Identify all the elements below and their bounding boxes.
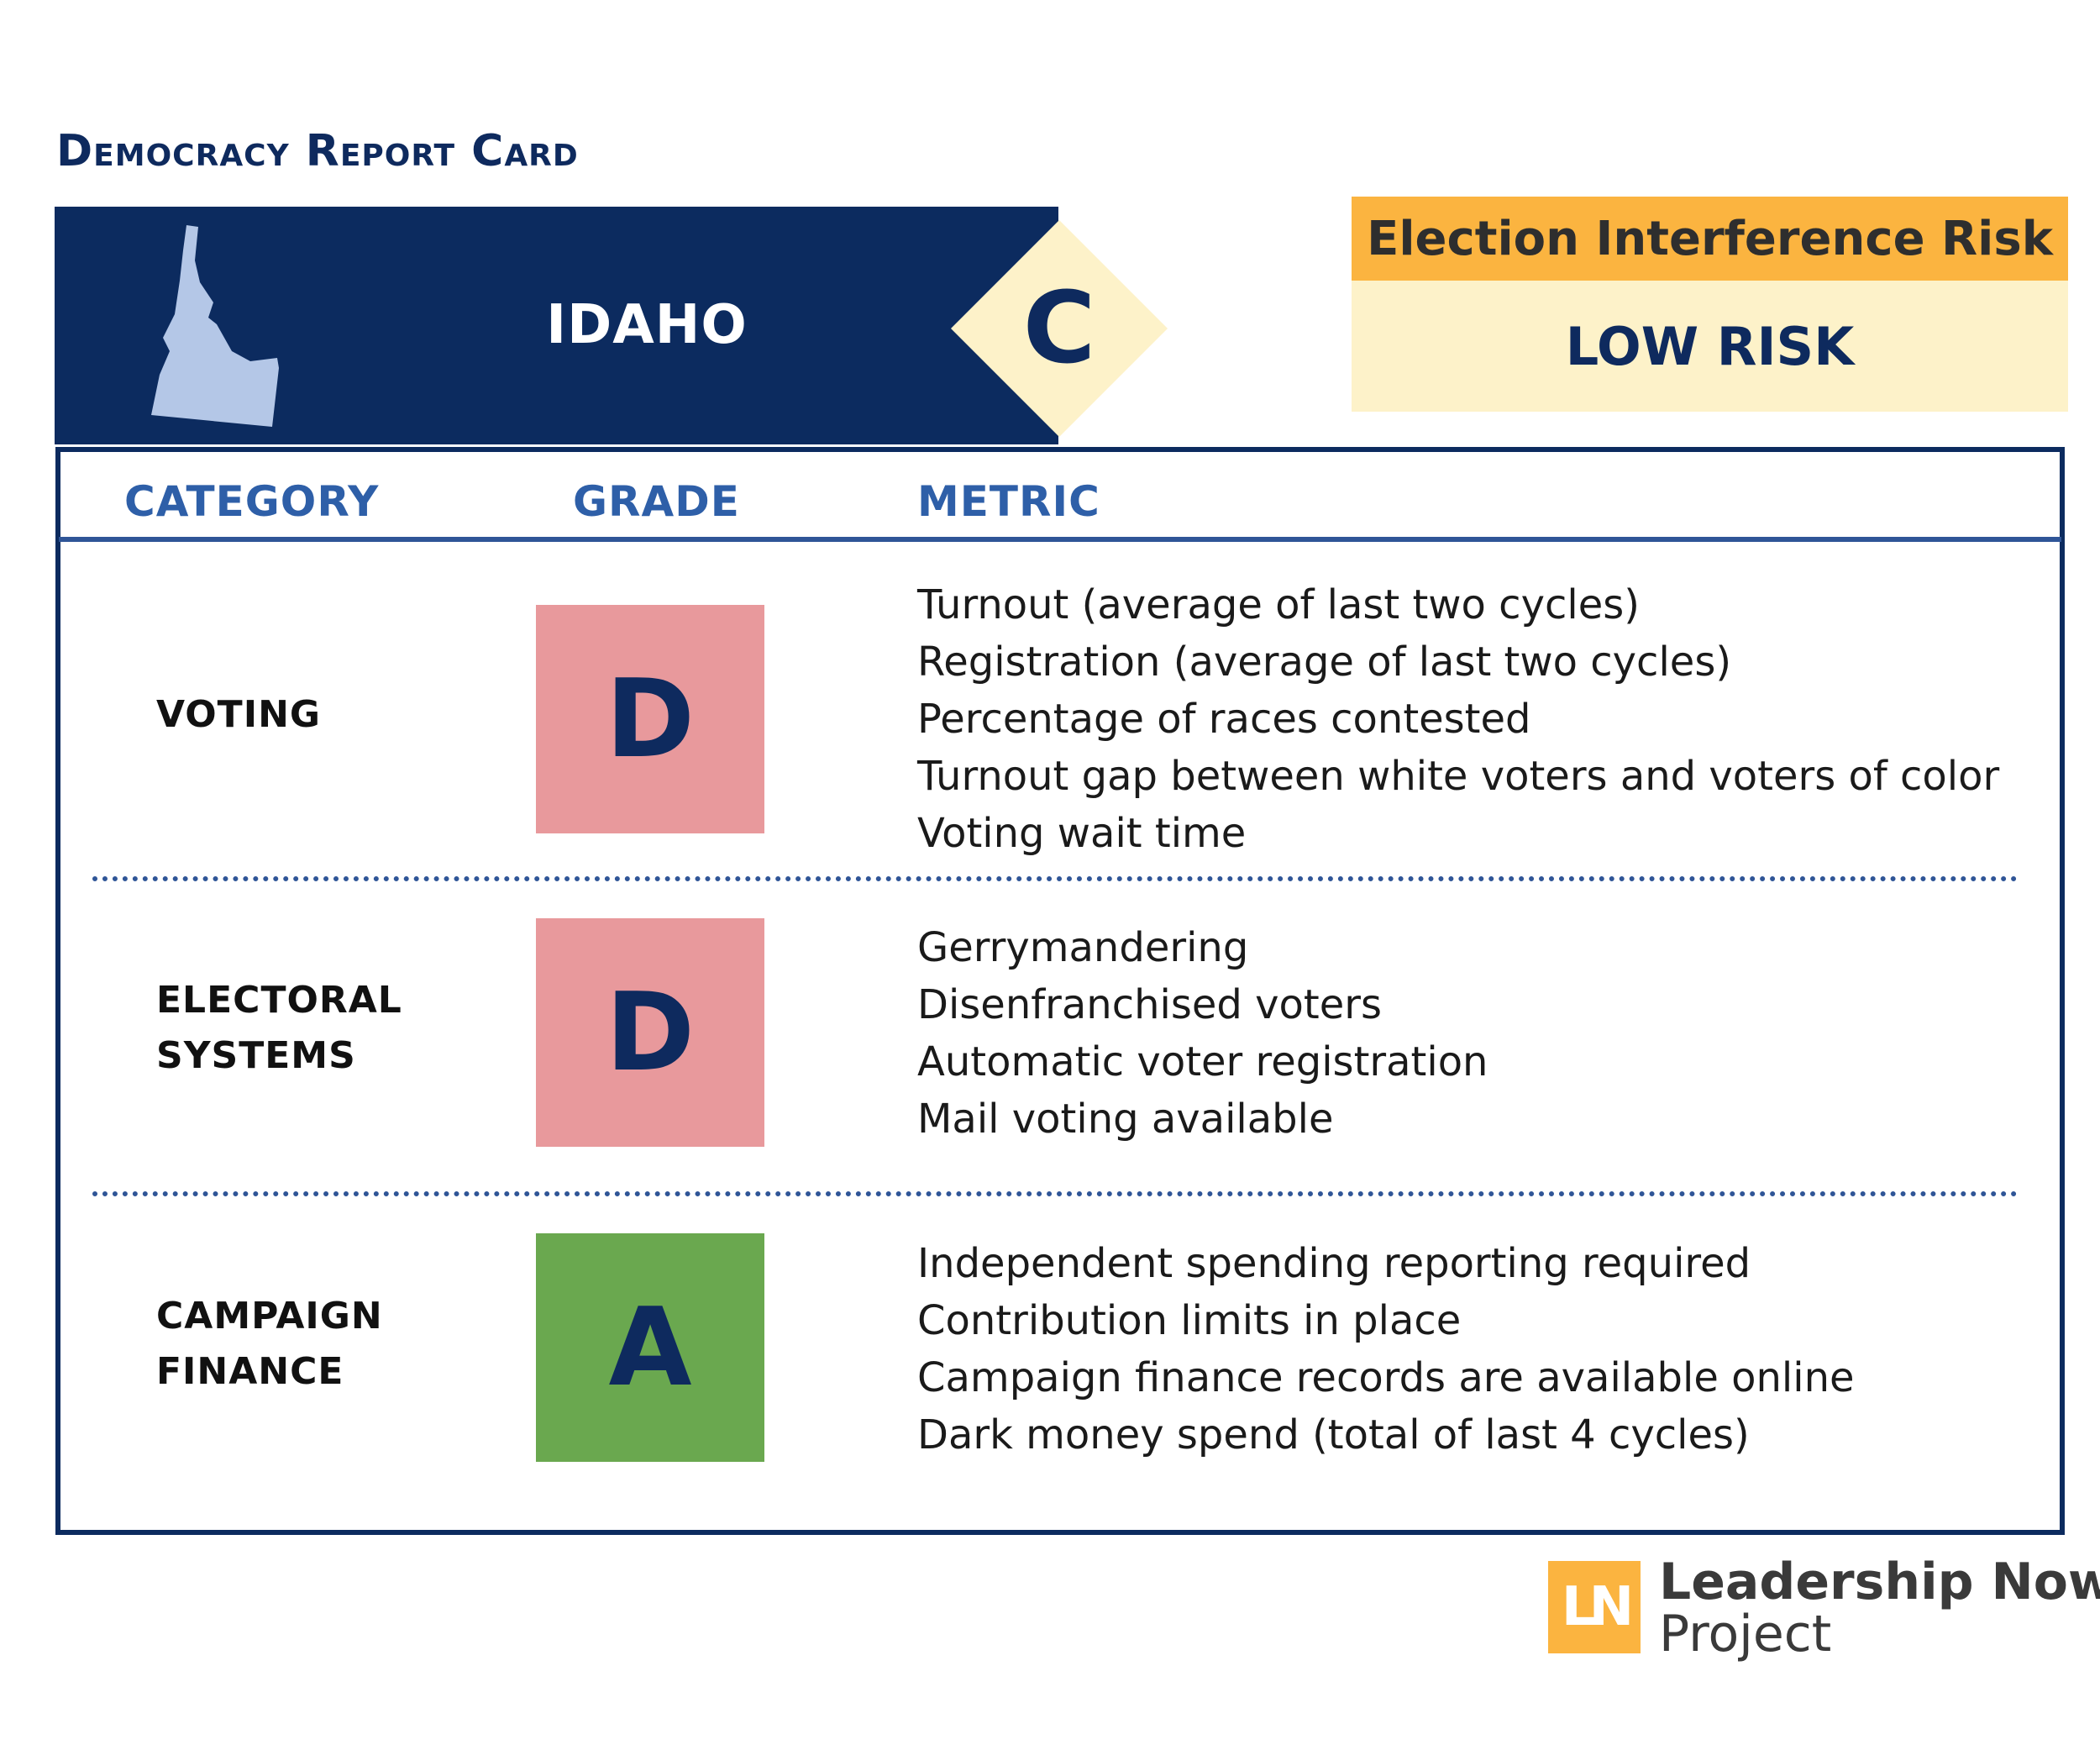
metric-item: Gerrymandering (917, 924, 1249, 971)
metric-item: Contribution limits in place (917, 1297, 1462, 1344)
category-label-line: VOTING (156, 693, 322, 736)
idaho-state-icon (151, 225, 279, 427)
report-table (55, 447, 2065, 1535)
column-header-grade: GRADE (573, 477, 740, 526)
metric-item: Percentage of races contested (917, 696, 1531, 743)
grade-box-campaign-finance: A (536, 1233, 764, 1462)
metric-item: Independent spending reporting required (917, 1240, 1751, 1287)
metric-item: Turnout gap between white voters and vot… (917, 753, 2000, 800)
column-header-metric: METRIC (917, 477, 1100, 526)
state-name: IDAHO (546, 294, 748, 356)
grade-letter: A (608, 1285, 692, 1411)
page-title: Democracy Report Card (56, 126, 579, 176)
metric-item: Automatic voter registration (917, 1038, 1488, 1085)
metric-item: Turnout (average of last two cycles) (917, 581, 1640, 628)
overall-grade: C (1022, 270, 1096, 386)
category-label-line: FINANCE (156, 1350, 344, 1393)
row-divider (92, 1191, 2018, 1196)
column-header-category: CATEGORY (124, 477, 380, 526)
category-voting: VOTING (156, 687, 321, 743)
category-label-line: SYSTEMS (156, 1034, 356, 1077)
row-divider (92, 876, 2018, 881)
metrics-list-campaign-finance: Independent spending reporting required … (917, 1235, 1855, 1464)
metrics-list-voting: Turnout (average of last two cycles) Reg… (917, 576, 1999, 862)
metric-item: Registration (average of last two cycles… (917, 639, 1732, 686)
category-campaign-finance: CAMPAIGN FINANCE (156, 1289, 383, 1400)
grade-letter: D (605, 656, 696, 782)
logo-text-line2: Project (1659, 1605, 1832, 1663)
metric-item: Campaign finance records are available o… (917, 1354, 1855, 1401)
logo-mark: LN (1548, 1561, 1641, 1653)
grade-box-voting: D (536, 605, 764, 833)
metric-item: Disenfranchised voters (917, 981, 1383, 1028)
metrics-list-electoral-systems: Gerrymandering Disenfranchised voters Au… (917, 919, 1488, 1148)
grade-box-electoral-systems: D (536, 918, 764, 1147)
header-divider (59, 537, 2061, 542)
metric-item: Mail voting available (917, 1096, 1334, 1143)
logo-text-line1: Leadership Now (1659, 1553, 2100, 1611)
category-electoral-systems: ELECTORAL SYSTEMS (156, 973, 402, 1084)
grade-letter: D (605, 970, 696, 1096)
category-label-line: CAMPAIGN (156, 1295, 383, 1337)
risk-label: Election Interference Risk (1352, 197, 2068, 281)
category-label-line: ELECTORAL (156, 979, 402, 1022)
risk-level: LOW RISK (1352, 281, 2068, 412)
metric-item: Voting wait time (917, 810, 1247, 857)
metric-item: Dark money spend (total of last 4 cycles… (917, 1411, 1750, 1458)
